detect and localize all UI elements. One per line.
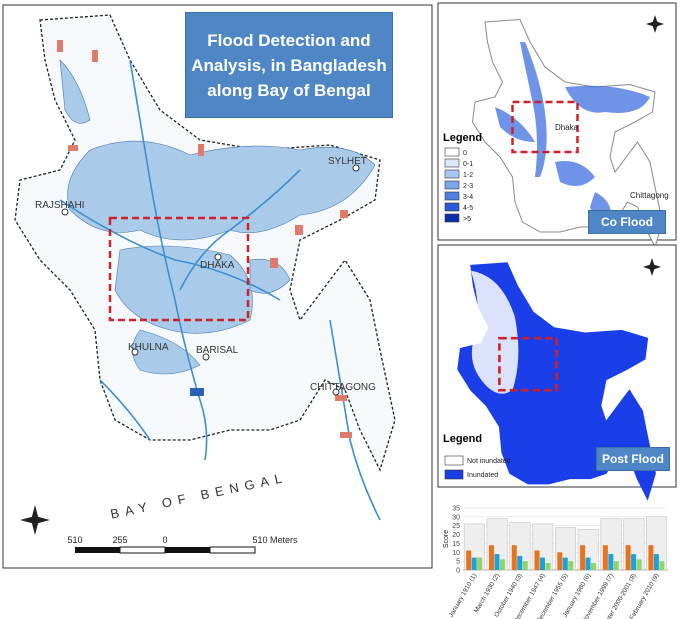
- y-tick-label: 30: [452, 514, 460, 521]
- legend: Not inundated Inundated: [444, 455, 511, 480]
- city-label: KHULNA: [128, 342, 169, 353]
- legend-label: 4-5: [463, 205, 473, 212]
- city-label: DHAKA: [200, 260, 235, 271]
- city-label: Dhaka: [555, 123, 579, 132]
- bar: [522, 561, 528, 570]
- legend-swatch: [444, 213, 460, 223]
- legend-title: Legend: [443, 433, 482, 445]
- city-label: CHITTAGONG: [310, 382, 376, 393]
- scale-label: 510 Meters: [252, 535, 298, 545]
- scale-label: 0: [162, 535, 167, 545]
- legend-swatch: [444, 469, 464, 480]
- scale-label: 510: [67, 535, 82, 545]
- caption: Co Flood: [588, 210, 666, 234]
- bar: [488, 545, 494, 570]
- legend-label: Not inundated: [467, 458, 511, 465]
- bar: [585, 557, 591, 570]
- post-flood-map: [457, 262, 656, 500]
- city-label: SYLHET: [328, 156, 367, 167]
- legend-swatch: [444, 202, 460, 212]
- bar: [608, 554, 614, 570]
- y-tick-label: 15: [452, 541, 460, 548]
- bar: [648, 545, 654, 570]
- city-label: RAJSHAHI: [35, 200, 84, 211]
- legend-swatch: [444, 191, 460, 201]
- bar: [653, 554, 659, 570]
- legend: 0 0-1 1-2 2-3 3-4 4-5 >5: [444, 147, 473, 223]
- y-tick-label: 5: [456, 559, 460, 566]
- bar: [659, 561, 665, 570]
- title-box: Flood Detection and Analysis, in Banglad…: [185, 12, 393, 118]
- scale-bar: 510 255 0 510 Meters: [67, 535, 298, 554]
- bar: [494, 554, 500, 570]
- compass: [20, 505, 50, 535]
- legend-swatch: [444, 169, 460, 179]
- legend-label: 1-2: [463, 172, 473, 179]
- y-tick-label: 25: [452, 523, 460, 530]
- legend-swatch: [444, 180, 460, 190]
- y-tick-label: 10: [452, 550, 460, 557]
- y-tick-label: 20: [452, 532, 460, 539]
- legend-title: Legend: [443, 132, 482, 144]
- bar: [557, 552, 563, 570]
- y-tick-label: 35: [452, 506, 460, 513]
- bar: [471, 557, 477, 570]
- bar: [602, 545, 608, 570]
- bar: [539, 557, 545, 570]
- legend-label: 0: [463, 150, 467, 157]
- bar: [636, 559, 642, 570]
- bar: [499, 559, 505, 570]
- legend-swatch: [444, 158, 460, 168]
- y-tick-label: 0: [456, 568, 460, 575]
- scale-label: 255: [112, 535, 127, 545]
- bar: [568, 561, 574, 570]
- city-label: Chittagong: [630, 191, 669, 200]
- bar: [631, 554, 637, 570]
- focus-area: [108, 216, 250, 322]
- legend-label: 3-4: [463, 194, 473, 201]
- bar: [591, 562, 597, 570]
- bar: [466, 550, 472, 570]
- legend-label: 2-3: [463, 183, 473, 190]
- bar: [477, 557, 483, 570]
- legend-swatch: [444, 455, 464, 466]
- legend-label: 0-1: [463, 161, 473, 168]
- bar: [613, 561, 619, 570]
- bar: [562, 557, 568, 570]
- bar: [580, 545, 586, 570]
- y-axis-label: Score: [443, 530, 450, 548]
- legend-swatch: [444, 147, 460, 157]
- caption: Post Flood: [596, 447, 670, 471]
- bar: [545, 562, 551, 570]
- legend-label: >5: [463, 216, 471, 223]
- bar: [625, 545, 631, 570]
- city-label: BARISAL: [196, 345, 239, 356]
- bar: [534, 550, 540, 570]
- bar: [511, 545, 517, 570]
- bar: [517, 555, 523, 570]
- legend-label: Inundated: [467, 472, 498, 479]
